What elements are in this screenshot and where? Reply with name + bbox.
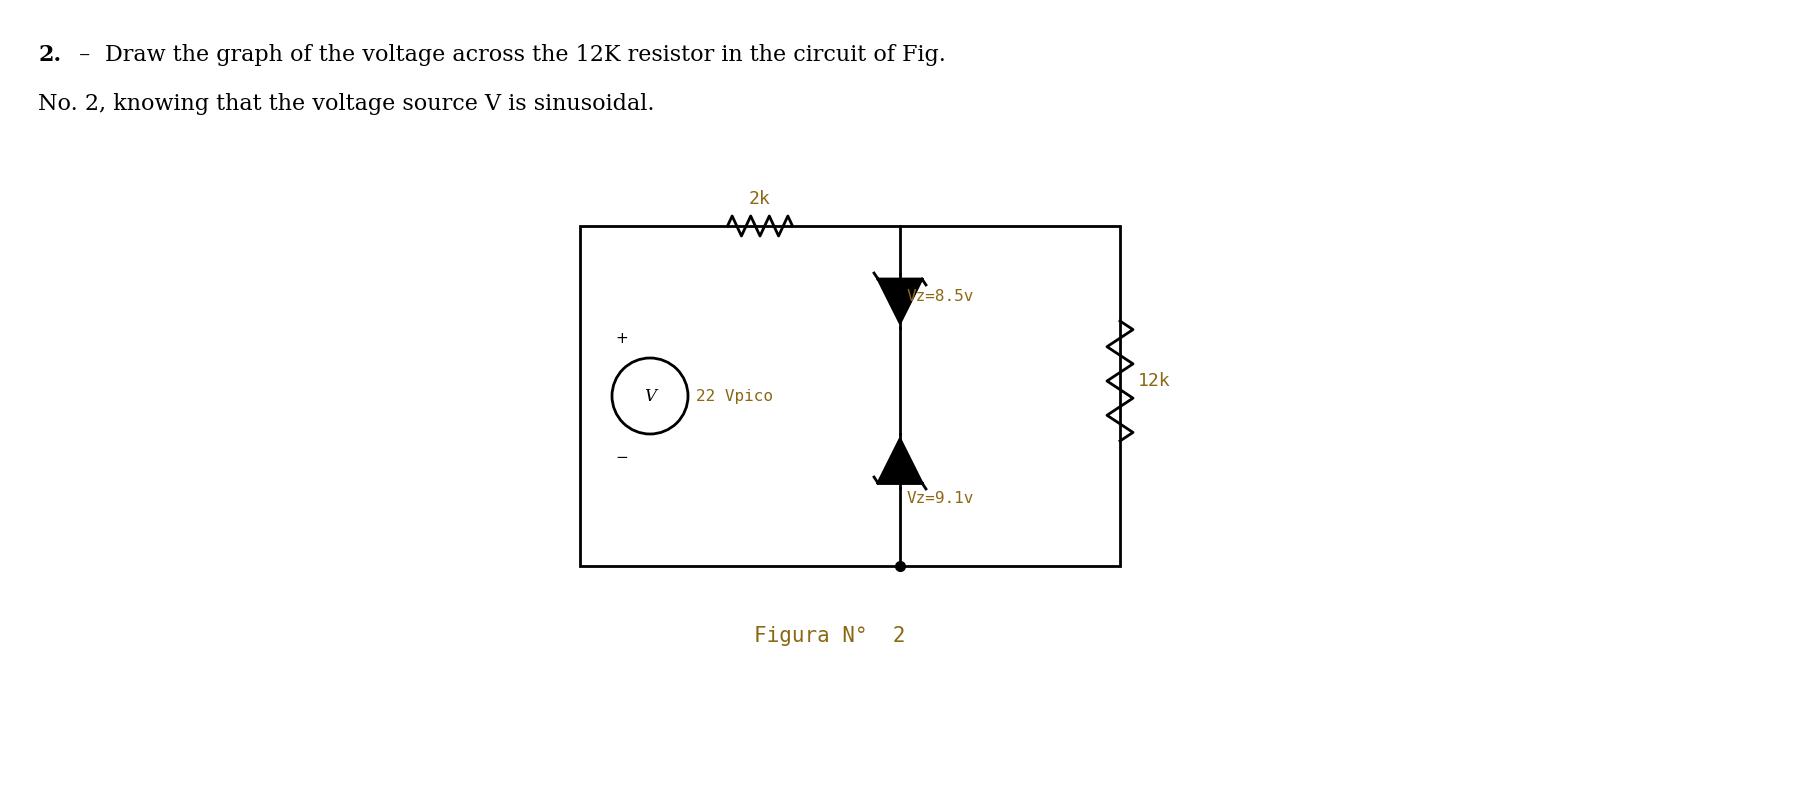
Polygon shape xyxy=(879,279,922,323)
Text: +: + xyxy=(615,331,628,346)
Text: 22 Vpico: 22 Vpico xyxy=(696,388,772,404)
Text: 2k: 2k xyxy=(749,190,770,208)
Text: Figura N°  2: Figura N° 2 xyxy=(754,626,906,646)
Text: Vz=9.1v: Vz=9.1v xyxy=(907,491,974,506)
Polygon shape xyxy=(879,439,922,483)
Text: –: – xyxy=(72,44,90,66)
Text: 12k: 12k xyxy=(1138,372,1171,390)
Text: −: − xyxy=(615,450,628,465)
Text: Draw the graph of the voltage across the 12K resistor in the circuit of Fig.: Draw the graph of the voltage across the… xyxy=(105,44,945,66)
Bar xyxy=(581,226,1120,566)
Text: Vz=8.5v: Vz=8.5v xyxy=(907,288,974,303)
Text: V: V xyxy=(644,388,657,404)
Text: 2.: 2. xyxy=(38,44,61,66)
Text: No. 2, knowing that the voltage source V is sinusoidal.: No. 2, knowing that the voltage source V… xyxy=(38,93,655,115)
